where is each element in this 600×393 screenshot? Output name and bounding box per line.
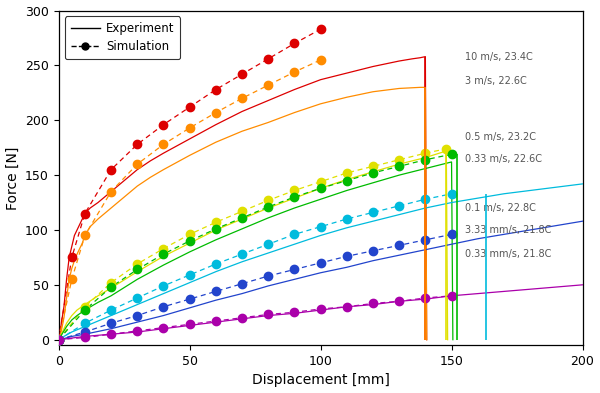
Text: 10 m/s, 23.4C: 10 m/s, 23.4C [464, 51, 532, 62]
Text: 3 m/s, 22.6C: 3 m/s, 22.6C [464, 76, 526, 86]
Text: 0.33 m/s, 22.6C: 0.33 m/s, 22.6C [464, 154, 542, 163]
Text: 0.1 m/s, 22.8C: 0.1 m/s, 22.8C [464, 203, 536, 213]
Text: 3.33 mm/s, 21.8C: 3.33 mm/s, 21.8C [464, 225, 551, 235]
Legend: Experiment, Simulation: Experiment, Simulation [65, 17, 181, 59]
Y-axis label: Force [N]: Force [N] [5, 146, 20, 209]
Text: 0.33 mm/s, 21.8C: 0.33 mm/s, 21.8C [464, 249, 551, 259]
Text: 0.5 m/s, 23.2C: 0.5 m/s, 23.2C [464, 132, 536, 142]
X-axis label: Displacement [mm]: Displacement [mm] [251, 373, 389, 387]
